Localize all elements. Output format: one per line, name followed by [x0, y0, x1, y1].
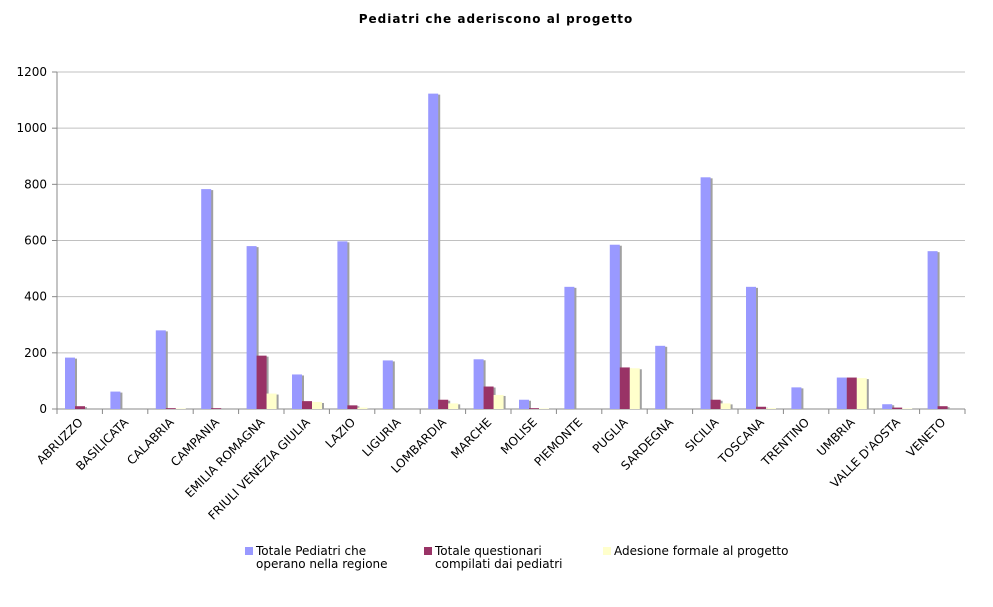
y-tick-label: 0: [39, 402, 47, 416]
bar: [266, 393, 277, 409]
bar: [357, 407, 368, 409]
bar: [882, 404, 893, 409]
bar: [629, 368, 640, 409]
y-tick-label: 1000: [16, 121, 47, 135]
y-tick-label: 200: [24, 346, 47, 360]
x-tick-label: MOLISE: [498, 415, 540, 457]
bar: [110, 391, 121, 409]
bar: [201, 189, 212, 409]
bar: [246, 246, 257, 409]
bar: [766, 408, 776, 409]
bar: [700, 177, 711, 409]
legend-item: Totale questionari compilati dai pediatr…: [424, 545, 595, 571]
bar: [539, 408, 549, 409]
chart-title: Pediatri che aderiscono al progetto: [359, 12, 634, 26]
bar: [519, 399, 529, 409]
x-tick-label: EMILIA ROMAGNA: [182, 415, 268, 501]
bar: [836, 377, 847, 409]
bar: [65, 357, 75, 409]
y-tick-label: 1200: [16, 65, 47, 79]
bar: [473, 359, 484, 409]
bar: [892, 407, 903, 409]
bar: [856, 378, 867, 409]
legend: Totale Pediatri che operano nella region…: [245, 545, 788, 571]
bar: [746, 286, 756, 409]
bar: [710, 399, 721, 409]
bar: [292, 374, 302, 409]
bar: [337, 241, 348, 409]
bar: [165, 408, 176, 409]
x-tick-label: TRENTINO: [758, 415, 812, 469]
bar: [312, 401, 322, 409]
bar: [302, 401, 312, 409]
y-tick-label: 400: [24, 290, 47, 304]
x-tick-label: LIGURIA: [359, 415, 404, 460]
bar: [902, 408, 913, 409]
legend-label: Totale Pediatri che operano nella region…: [256, 544, 388, 571]
bar: [175, 408, 186, 409]
bar: [483, 386, 494, 409]
legend-item: Adesione formale al progetto: [603, 545, 788, 571]
bar: [428, 93, 439, 409]
bar: [75, 406, 85, 409]
bar: [155, 330, 166, 409]
bar: [493, 394, 504, 409]
bar: [619, 367, 630, 409]
bar: [256, 355, 267, 409]
x-tick-label: UMBRIA: [814, 415, 858, 459]
bar: [211, 408, 222, 409]
bar: [937, 406, 948, 409]
bar: [756, 406, 766, 409]
bar: [720, 403, 731, 409]
legend-swatch: [424, 547, 432, 555]
bar: [347, 405, 358, 409]
bar: [927, 251, 938, 409]
bar: [382, 360, 393, 409]
bar: [655, 345, 666, 409]
bar: [438, 399, 449, 409]
legend-item: Totale Pediatri che operano nella region…: [245, 545, 416, 571]
bar: [846, 377, 857, 409]
bar: [564, 286, 575, 409]
bar: [609, 244, 620, 409]
legend-swatch: [603, 547, 611, 555]
chart: Pediatri che aderiscono al progetto 0 200…: [16, 12, 966, 523]
bar: [529, 408, 539, 409]
legend-swatch: [245, 547, 253, 555]
x-tick-label: PUGLIA: [590, 415, 631, 456]
y-tick-label: 800: [24, 177, 47, 191]
legend-label: Adesione formale al progetto: [614, 544, 789, 558]
x-tick-label: PIEMONTE: [531, 415, 585, 469]
legend-label: Totale questionari compilati dai pediatr…: [435, 544, 563, 571]
x-tick-label: VENETO: [904, 415, 949, 460]
x-tick-label: SICILIA: [682, 415, 722, 455]
bar: [448, 403, 459, 409]
x-tick-label: LAZIO: [323, 415, 359, 451]
bar: [791, 387, 802, 409]
y-tick-label: 600: [24, 234, 47, 248]
x-tick-label: MARCHE: [448, 415, 494, 461]
